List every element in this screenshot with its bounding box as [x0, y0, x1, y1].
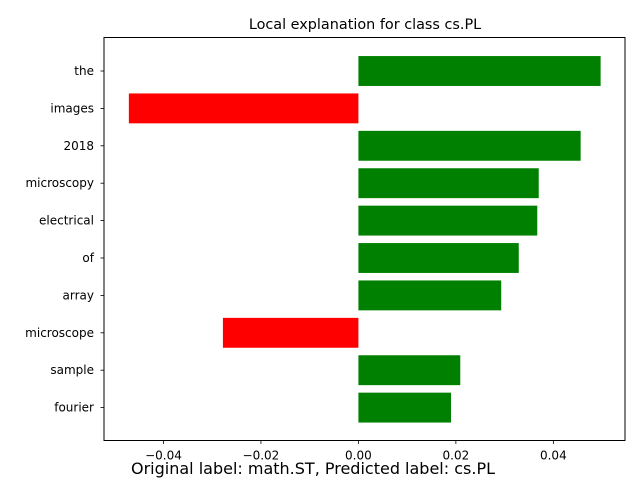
y-axis: the images 2018 microscopy electrical of array…: [25, 64, 104, 415]
bar-electrical: [358, 205, 538, 236]
prediction-caption: Original label: math.ST, Predicted label…: [131, 459, 496, 478]
x-tick-label: 0.00: [345, 449, 372, 463]
y-tick-label: microscope: [25, 326, 94, 340]
bar-microscope: [222, 317, 359, 348]
bar-fourier: [358, 392, 452, 423]
chart-title: Local explanation for class cs.PL: [249, 17, 481, 33]
plot-frame: [103, 37, 626, 441]
y-tick-label: microscopy: [25, 176, 94, 190]
x-tick-label: 0.04: [540, 449, 567, 463]
y-tick-label: 2018: [63, 139, 94, 153]
bar-of: [358, 243, 519, 273]
y-tick-label: images: [50, 101, 94, 115]
y-tick-label: of: [82, 251, 94, 265]
bar-array: [358, 280, 502, 311]
y-tick-label: array: [63, 288, 94, 302]
bar-microscopy: [358, 168, 539, 199]
bar-sample: [358, 355, 461, 386]
bar-the: [358, 56, 601, 86]
x-tick-label: −0.04: [145, 449, 182, 463]
bars-group: [128, 56, 601, 423]
y-tick-label: fourier: [54, 401, 94, 415]
bar-2018: [358, 130, 581, 161]
y-tick-label: electrical: [39, 214, 94, 228]
x-tick-label: 0.02: [443, 449, 470, 463]
bar-images: [128, 93, 359, 124]
x-axis: −0.04 −0.02 0.00 0.02 0.04: [145, 440, 567, 463]
y-tick-label: sample: [50, 363, 94, 377]
y-tick-label: the: [74, 64, 94, 78]
x-tick-label: −0.02: [243, 449, 280, 463]
